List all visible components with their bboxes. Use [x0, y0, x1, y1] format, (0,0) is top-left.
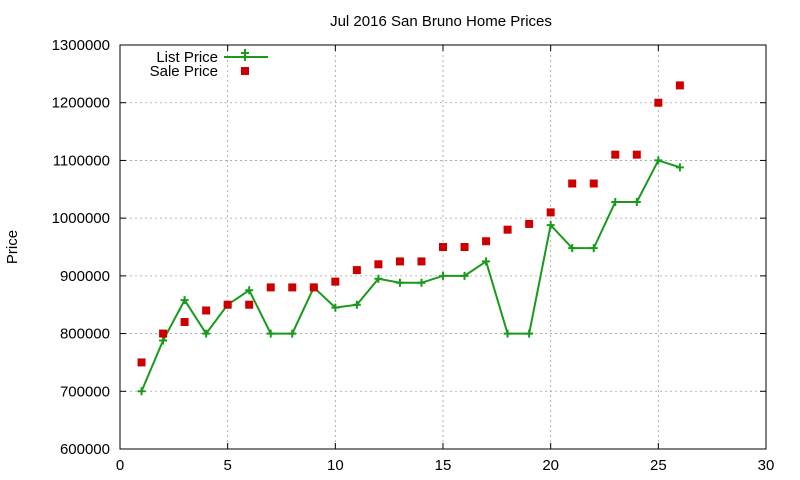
sale-price-point [611, 150, 620, 159]
list-price-point [245, 286, 254, 295]
legend-marker-list-price [241, 49, 249, 61]
list-price-point [352, 300, 361, 309]
sale-price-point [374, 260, 383, 269]
series-layer [137, 81, 684, 396]
y-tick-label: 900000 [60, 268, 110, 285]
list-price-point [439, 271, 447, 280]
x-tick-label: 15 [435, 457, 452, 474]
x-tick-label: 30 [758, 457, 775, 474]
list-price-point [266, 329, 275, 338]
sale-price-point [632, 150, 641, 159]
list-price-point [568, 244, 577, 253]
list-price-point [589, 244, 598, 253]
y-axis-tick-labels: 600000 700000 800000 900000 1000000 1100000 12… [52, 37, 110, 458]
y-tick-label: 700000 [60, 383, 110, 400]
x-tick-label: 5 [223, 457, 231, 474]
legend: List Price Sale Price [150, 49, 268, 80]
list-price-point [654, 156, 663, 165]
list-price-point [525, 329, 534, 338]
sale-price-point [137, 358, 146, 367]
sale-price-point [417, 257, 426, 266]
sale-price-point [288, 283, 297, 292]
list-price-point [546, 221, 555, 230]
y-axis-label: Price [4, 230, 21, 264]
sale-price-point [352, 266, 361, 275]
list-price-point [482, 257, 491, 266]
list-price-point [417, 278, 426, 287]
sale-price-point [546, 208, 555, 217]
list-price-point [331, 303, 340, 312]
list-price-point [503, 329, 512, 338]
legend-label-list-price: List Price [156, 49, 218, 66]
sale-price-point [309, 283, 318, 292]
y-tick-label: 600000 [60, 441, 110, 458]
x-axis-tick-labels: 0 5 10 15 20 25 30 [116, 457, 775, 474]
sale-price-point [180, 318, 189, 327]
sale-price-point [331, 277, 340, 286]
sale-price-point [525, 219, 534, 228]
list-price-point [159, 336, 168, 345]
sale-price-point [202, 306, 211, 315]
list-price-point [180, 296, 189, 305]
list-price-point [632, 197, 641, 206]
list-price-point [288, 329, 297, 338]
x-tick-label: 10 [327, 457, 344, 474]
sale-price-point [439, 243, 447, 251]
sale-price-point [460, 243, 469, 251]
legend-label-sale-price: Sale Price [150, 63, 218, 80]
sale-price-point [223, 300, 232, 309]
y-tick-label: 1100000 [53, 152, 110, 169]
y-tick-label: 1300000 [52, 37, 110, 54]
sale-price-point [482, 237, 491, 246]
y-tick-label: 1000000 [52, 210, 110, 227]
sale-price-point [266, 283, 275, 292]
legend-marker-sale-price [241, 67, 249, 75]
sale-price-point [503, 225, 512, 234]
sale-price-point [654, 98, 663, 107]
list-price-point [395, 278, 404, 287]
chart-title: Jul 2016 San Bruno Home Prices [330, 13, 552, 30]
list-price-point [202, 329, 211, 338]
sale-price-point [675, 81, 684, 90]
list-price-point [374, 274, 383, 283]
list-price-point [611, 197, 620, 206]
x-tick-label: 0 [116, 457, 124, 474]
y-tick-label: 1200000 [52, 95, 110, 112]
list-price-point [460, 271, 469, 280]
sale-price-point [589, 179, 598, 188]
list-price-point [675, 163, 684, 172]
list-price-point [137, 387, 146, 396]
x-tick-label: 25 [650, 457, 667, 474]
axis-ticks [119, 44, 767, 450]
sale-price-point [159, 329, 168, 338]
x-tick-label: 20 [542, 457, 559, 474]
sale-price-point [568, 179, 577, 188]
sale-price-point [245, 300, 254, 309]
sale-price-point [395, 257, 404, 266]
y-tick-label: 800000 [60, 326, 110, 343]
